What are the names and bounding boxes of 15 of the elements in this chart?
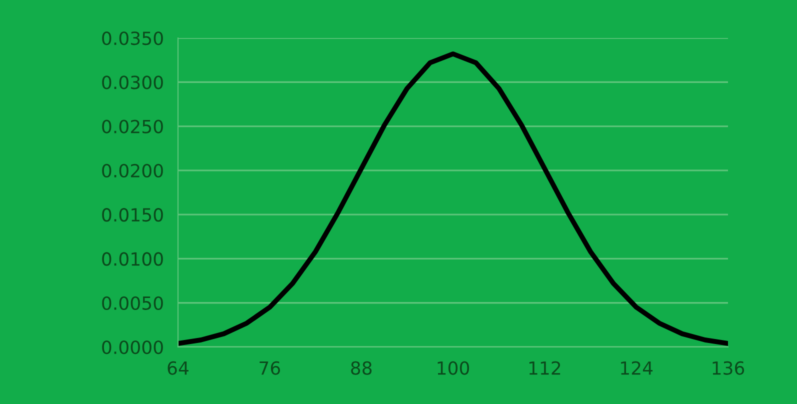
- y-tick-label: 0.0250: [102, 120, 163, 134]
- y-tick-label: 0.0150: [102, 208, 163, 222]
- x-tick-label: 100: [438, 361, 470, 375]
- x-tick-label: 64: [168, 361, 188, 375]
- x-tick-label: 112: [529, 361, 560, 375]
- x-tick-label: 88: [351, 361, 372, 375]
- y-tick-label: 0.0200: [102, 164, 163, 178]
- x-tick-label: 136: [712, 361, 744, 375]
- x-tick-label: 76: [260, 361, 280, 375]
- x-tick-label: 124: [621, 361, 653, 375]
- y-tick-label: 0.0100: [102, 252, 163, 266]
- y-tick-label: 0.0300: [102, 76, 163, 90]
- y-tick-label: 0.0350: [102, 31, 163, 46]
- y-tick-label: 0.0050: [102, 296, 163, 310]
- y-tick-label: 0.0000: [102, 340, 163, 354]
